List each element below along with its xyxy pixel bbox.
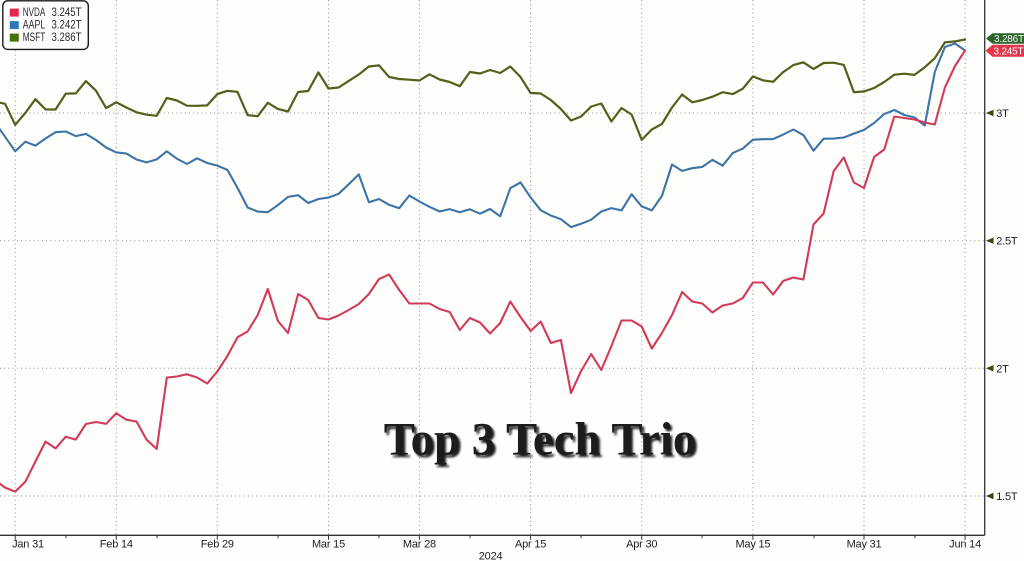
svg-text:3T: 3T — [996, 108, 1009, 120]
svg-text:Jun 14: Jun 14 — [949, 539, 981, 551]
svg-text:3.245T: 3.245T — [994, 47, 1024, 58]
svg-text:Apr 30: Apr 30 — [626, 539, 657, 551]
svg-text:NVDA: NVDA — [23, 7, 46, 19]
svg-text:3.242T: 3.242T — [52, 20, 82, 32]
svg-text:Apr 15: Apr 15 — [515, 539, 546, 551]
svg-text:Mar 15: Mar 15 — [312, 539, 345, 551]
svg-text:3.286T: 3.286T — [994, 34, 1024, 45]
svg-text:Top 3 Tech Trio: Top 3 Tech Trio — [386, 416, 699, 468]
svg-text:Mar 28: Mar 28 — [403, 539, 436, 551]
svg-text:2024: 2024 — [479, 551, 503, 561]
svg-text:May 31: May 31 — [847, 539, 882, 551]
svg-text:Feb 14: Feb 14 — [100, 539, 133, 551]
svg-text:2.5T: 2.5T — [996, 236, 1018, 248]
svg-text:Jan 31: Jan 31 — [12, 539, 44, 551]
svg-text:3.245T: 3.245T — [52, 7, 82, 19]
svg-text:Top 3 Tech Trio: Top 3 Tech Trio — [384, 414, 697, 466]
svg-text:May 15: May 15 — [735, 539, 770, 551]
svg-text:MSFT: MSFT — [23, 32, 46, 44]
svg-text:Feb 29: Feb 29 — [201, 539, 234, 551]
svg-text:2T: 2T — [996, 363, 1009, 375]
svg-text:3.286T: 3.286T — [52, 32, 82, 44]
svg-text:AAPL: AAPL — [23, 20, 46, 32]
svg-text:1.5T: 1.5T — [996, 491, 1018, 503]
